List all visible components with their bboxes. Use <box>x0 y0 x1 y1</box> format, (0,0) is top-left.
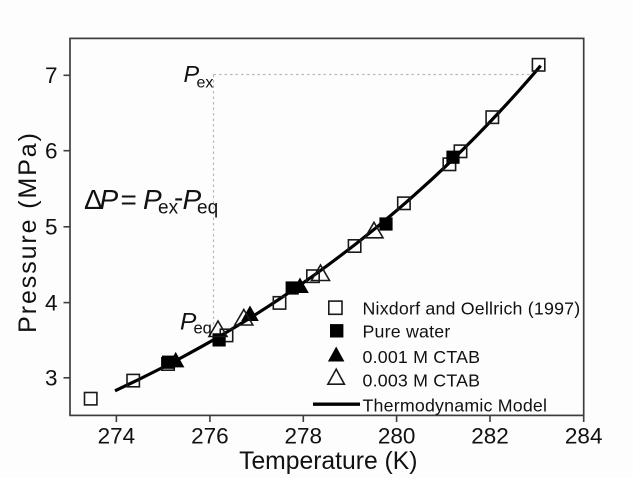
svg-text:3: 3 <box>45 366 58 391</box>
svg-text:P: P <box>180 309 197 336</box>
svg-text:ex: ex <box>158 198 179 219</box>
svg-text:P: P <box>143 184 162 215</box>
svg-text:ex: ex <box>197 75 214 92</box>
svg-text:eq: eq <box>197 198 218 219</box>
svg-text:eq: eq <box>194 320 212 338</box>
svg-text:274: 274 <box>98 423 136 448</box>
svg-text:=: = <box>121 184 137 215</box>
svg-text:4: 4 <box>45 290 58 315</box>
svg-text:Pressure (MPa): Pressure (MPa) <box>14 131 42 333</box>
svg-text:6: 6 <box>45 139 58 164</box>
svg-text:5: 5 <box>45 215 58 240</box>
svg-text:Nixdorf and Oellrich (1997): Nixdorf and Oellrich (1997) <box>363 299 581 319</box>
svg-text:278: 278 <box>285 423 323 448</box>
svg-text:282: 282 <box>471 423 509 448</box>
svg-text:-: - <box>174 182 183 213</box>
svg-text:7: 7 <box>45 63 58 88</box>
svg-text:0.003 M CTAB: 0.003 M CTAB <box>363 371 481 391</box>
svg-text:0.001 M CTAB: 0.001 M CTAB <box>363 347 481 367</box>
svg-text:P: P <box>183 184 202 215</box>
svg-text:276: 276 <box>191 423 229 448</box>
svg-text:P: P <box>184 61 200 87</box>
svg-text:284: 284 <box>565 423 603 448</box>
svg-text:Thermodynamic Model: Thermodynamic Model <box>363 396 548 416</box>
svg-text:Temperature (K): Temperature (K) <box>239 448 417 475</box>
svg-text:Δ: Δ <box>84 184 103 215</box>
svg-text:Pure water: Pure water <box>363 322 451 342</box>
svg-text:280: 280 <box>378 423 416 448</box>
svg-text:P: P <box>100 184 119 215</box>
